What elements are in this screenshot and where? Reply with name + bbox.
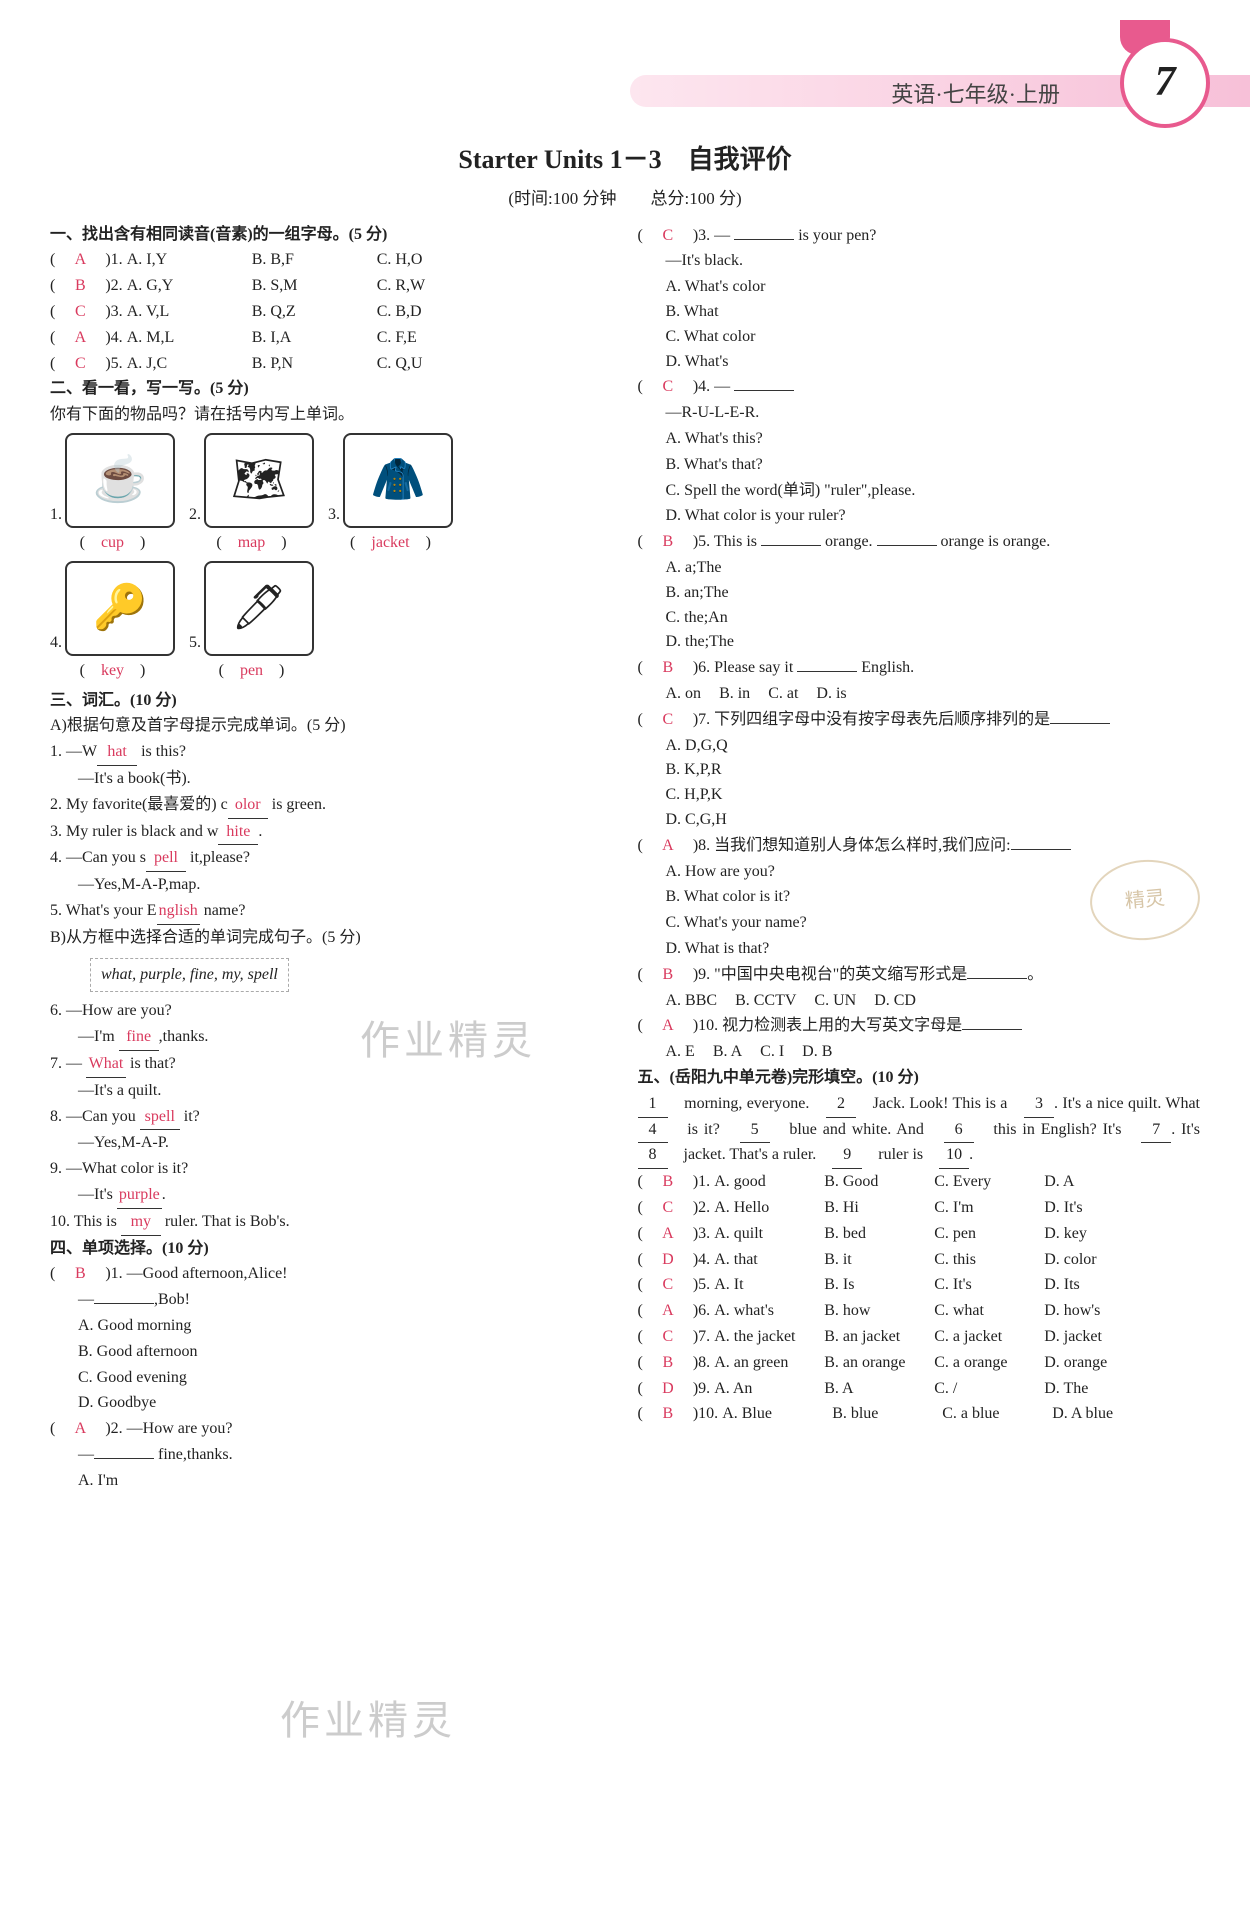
section-4-left: ( B )1. —Good afternoon,Alice!—,Bob!A. G… xyxy=(50,1262,613,1493)
fill-item-cont: —It's a book(书). xyxy=(50,767,613,792)
picture-box: 🖊 xyxy=(204,561,314,656)
section-3a-head: A)根据句意及首字母提示完成单词。(5 分) xyxy=(50,714,613,739)
section-1-head: 一、找出含有相同读音(音素)的一组字母。(5 分) xyxy=(50,223,613,248)
picture-item: 2.🗺 ( map ) xyxy=(189,433,314,556)
content-columns: 一、找出含有相同读音(音素)的一组字母。(5 分) ( A )1. A. I,Y… xyxy=(50,223,1200,1495)
mc-question: ( A )10. 视力检测表上用的大写英文字母是 xyxy=(638,1014,1201,1039)
mc-item: ( C )3. A. V,LB. Q,ZC. B,D xyxy=(50,300,613,325)
mc-options: A. What's colorB. WhatC. What colorD. Wh… xyxy=(638,275,1201,374)
mc-option: A. What's this? xyxy=(638,427,1201,452)
word-bank: what, purple, fine, my, spell xyxy=(90,958,289,993)
cloze-option-row: ( B )8. A. an greenB. an orangeC. a oran… xyxy=(638,1351,1201,1376)
cloze-option-row: ( B )10. A. BlueB. blueC. a blueD. A blu… xyxy=(638,1402,1201,1427)
section-5-head: 五、(岳阳九中单元卷)完形填空。(10 分) xyxy=(638,1066,1201,1091)
picture-item: 3.🧥 ( jacket ) xyxy=(328,433,453,556)
cloze-option-row: ( D )4. A. thatB. itC. thisD. color xyxy=(638,1248,1201,1273)
page-header: 英语·七年级·上册 7 xyxy=(50,20,1200,120)
picture-box: 🧥 xyxy=(343,433,453,528)
cloze-option-row: ( C )7. A. the jacketB. an jacketC. a ja… xyxy=(638,1325,1201,1350)
mc-question: ( C )3. — is your pen? xyxy=(638,224,1201,249)
page-number-badge: 7 xyxy=(1120,38,1210,128)
picture-item: 4.🔑 ( key ) xyxy=(50,561,175,684)
mc-option: B. What's that? xyxy=(638,453,1201,478)
mc-stem2: —,Bob! xyxy=(50,1288,613,1313)
mc-question: ( A )8. 当我们想知道别人身体怎么样时,我们应问: xyxy=(638,834,1201,859)
section-4-head: 四、单项选择。(10 分) xyxy=(50,1237,613,1262)
mc-item: ( B )2. A. G,YB. S,MC. R,W xyxy=(50,274,613,299)
pic-row-2: 4.🔑 ( key ) 5.🖊 ( pen ) xyxy=(50,561,613,684)
mc-question: ( B )9. "中国中央电视台"的英文缩写形式是。 xyxy=(638,963,1201,988)
section-3b-items: 6. —How are you?—I'm fine,thanks.7. — Wh… xyxy=(50,999,613,1235)
section-2-sub: 你有下面的物品吗？请在括号内写上单词。 xyxy=(50,403,613,428)
cloze-option-row: ( B )1. A. goodB. GoodC. EveryD. A xyxy=(638,1170,1201,1195)
mc-question: ( C )7. 下列四组字母中没有按字母表先后顺序排列的是 xyxy=(638,708,1201,733)
mc-question: ( B )6. Please say it English. xyxy=(638,656,1201,681)
mc-question: ( C )4. — xyxy=(638,375,1201,400)
cloze-option-row: ( C )5. A. ItB. IsC. It'sD. Its xyxy=(638,1273,1201,1298)
mc-options: A. a;TheB. an;TheC. the;AnD. the;The xyxy=(638,556,1201,655)
mc-options: A. D,G,QB. K,P,RC. H,P,KD. C,G,H xyxy=(638,734,1201,833)
picture-box: 🔑 xyxy=(65,561,175,656)
section-3-head: 三、词汇。(10 分) xyxy=(50,689,613,714)
cloze-option-row: ( A )6. A. what'sB. howC. whatD. how's xyxy=(638,1299,1201,1324)
page-subtitle: (时间:100 分钟 总分:100 分) xyxy=(50,186,1200,212)
cloze-option-row: ( A )3. A. quiltB. bedC. penD. key xyxy=(638,1222,1201,1247)
mc-option: D. What color is your ruler? xyxy=(638,504,1201,529)
cloze-passage: 1 morning, everyone. 2 Jack. Look! This … xyxy=(638,1092,1201,1169)
mc-question: ( B )5. This is orange. orange is orange… xyxy=(638,530,1201,555)
mc-item: ( A )4. A. M,LB. I,AC. F,E xyxy=(50,326,613,351)
mc-item: ( C )5. A. J,CB. P,NC. Q,U xyxy=(50,352,613,377)
fill-item: 5. What's your English name? xyxy=(50,899,613,925)
mc-options: A. EB. AC. ID. B xyxy=(638,1040,1201,1065)
mc-stem2: —It's black. xyxy=(638,249,1201,274)
section-1-items: ( A )1. A. I,YB. B,FC. H,O( B )2. A. G,Y… xyxy=(50,248,613,376)
picture-item: 5.🖊 ( pen ) xyxy=(189,561,314,684)
section-2-head: 二、看一看，写一写。(5 分) xyxy=(50,377,613,402)
section-3b-head: B)从方框中选择合适的单词完成句子。(5 分) xyxy=(50,926,613,951)
fill-item-cont: —Yes,M-A-P,map. xyxy=(50,873,613,898)
mc-item: ( A )1. A. I,YB. B,FC. H,O xyxy=(50,248,613,273)
header-subject: 英语·七年级·上册 xyxy=(891,78,1060,112)
fill-item: 3. My ruler is black and white. xyxy=(50,820,613,846)
mc-options: A. onB. inC. atD. is xyxy=(638,682,1201,707)
picture-item: 1.☕ ( cup ) xyxy=(50,433,175,556)
right-column: ( C )3. — is your pen?—It's black.A. Wha… xyxy=(638,223,1201,1495)
mc-stem2: —R-U-L-E-R. xyxy=(638,401,1201,426)
mc-option: A. Good morning xyxy=(50,1314,613,1339)
pic-row-1: 1.☕ ( cup ) 2.🗺 ( map ) 3.🧥 ( jacket ) xyxy=(50,433,613,556)
left-column: 一、找出含有相同读音(音素)的一组字母。(5 分) ( A )1. A. I,Y… xyxy=(50,223,613,1495)
mc-option: D. Goodbye xyxy=(50,1391,613,1416)
mc-option: B. Good afternoon xyxy=(50,1340,613,1365)
section-4-right: ( C )3. — is your pen?—It's black.A. Wha… xyxy=(638,224,1201,1065)
fill-item: 1. —What is this? xyxy=(50,740,613,766)
cloze-option-row: ( C )2. A. HelloB. HiC. I'mD. It's xyxy=(638,1196,1201,1221)
mc-question: ( B )1. —Good afternoon,Alice! xyxy=(50,1262,613,1287)
mc-option: C. Good evening xyxy=(50,1366,613,1391)
mc-options: A. BBCB. CCTVC. UND. CD xyxy=(638,989,1201,1014)
mc-option: D. What is that? xyxy=(638,937,1201,962)
fill-item: 2. My favorite(最喜爱的) color is green. xyxy=(50,793,613,819)
fill-item: 4. —Can you spell it,please? xyxy=(50,846,613,872)
cloze-option-row: ( D )9. A. AnB. AC. /D. The xyxy=(638,1377,1201,1402)
section-5-items: ( B )1. A. goodB. GoodC. EveryD. A( C )2… xyxy=(638,1170,1201,1427)
picture-box: ☕ xyxy=(65,433,175,528)
watermark: 作业精灵 xyxy=(280,1690,456,1752)
section-3a-items: 1. —What is this?—It's a book(书).2. My f… xyxy=(50,740,613,925)
mc-option: C. Spell the word(单词) "ruler",please. xyxy=(638,479,1201,504)
picture-box: 🗺 xyxy=(204,433,314,528)
page-title: Starter Units 1－3 自我评价 xyxy=(50,140,1200,180)
